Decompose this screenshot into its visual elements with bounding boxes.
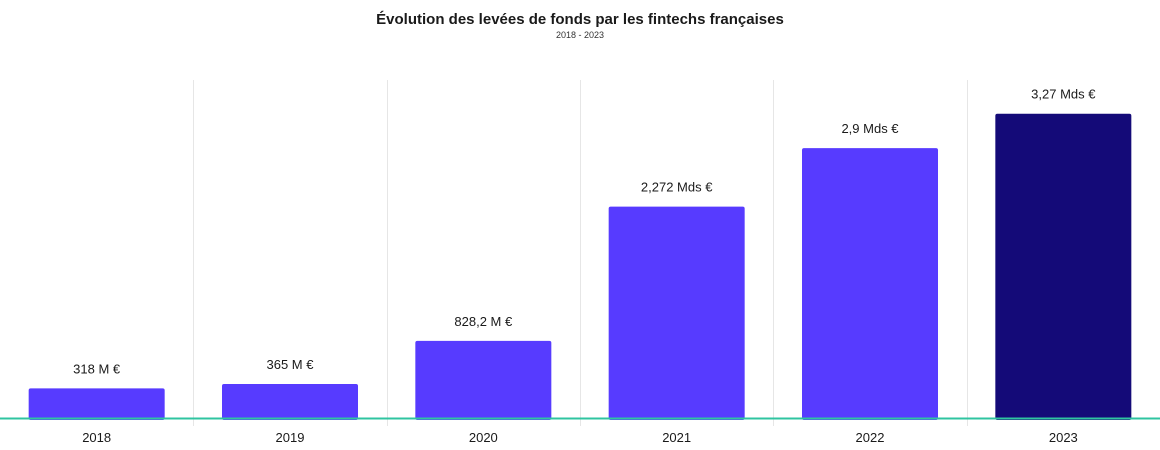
data-label-2019: 365 M € xyxy=(267,357,315,372)
bars xyxy=(28,113,1132,420)
bar-2020 xyxy=(415,340,552,420)
data-label-2023: 3,27 Mds € xyxy=(1031,87,1096,102)
chart-subtitle: 2018 - 2023 xyxy=(556,30,604,40)
data-label-2020: 828,2 M € xyxy=(454,314,513,329)
bar-2018 xyxy=(28,388,165,420)
bar-2022 xyxy=(802,148,938,420)
x-tick-label-2020: 2020 xyxy=(469,430,498,445)
x-tick-label-2023: 2023 xyxy=(1049,430,1078,445)
x-tick-label-2021: 2021 xyxy=(662,430,691,445)
data-label-2018: 318 M € xyxy=(73,361,121,376)
bar-2023 xyxy=(995,113,1132,420)
data-labels: 318 M € 365 M € 828,2 M € 2,272 Mds € 2,9 Md… xyxy=(73,87,1096,377)
data-label-2022: 2,9 Mds € xyxy=(841,121,899,136)
x-tick-label-2019: 2019 xyxy=(276,430,305,445)
bar-2019 xyxy=(222,384,358,420)
x-tick-label-2022: 2022 xyxy=(856,430,885,445)
x-tick-label-2018: 2018 xyxy=(82,430,111,445)
chart-title: Évolution des levées de fonds par les fi… xyxy=(376,11,784,28)
grid-lines xyxy=(193,80,968,426)
x-axis-ticks: 2018 2019 2020 2021 2022 2023 xyxy=(82,430,1078,445)
data-label-2021: 2,272 Mds € xyxy=(641,180,713,195)
bar-2021 xyxy=(608,206,745,420)
